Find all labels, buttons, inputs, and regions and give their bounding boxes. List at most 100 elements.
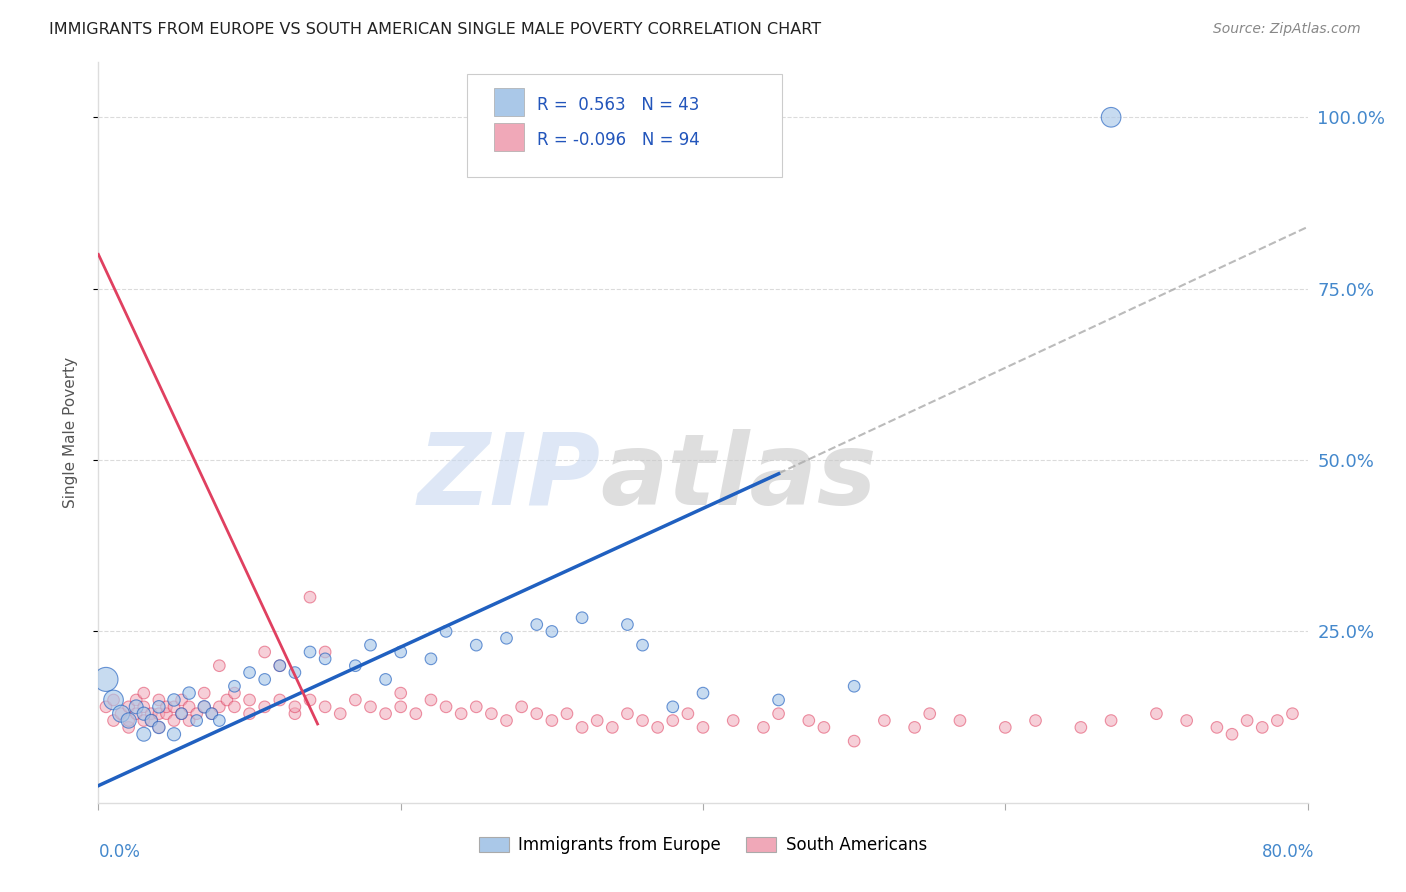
Point [132, 706, 155, 721]
Point [179, 714, 201, 728]
Point [844, 734, 866, 748]
Point [103, 693, 125, 707]
Text: atlas: atlas [600, 428, 877, 525]
Point [148, 720, 170, 734]
Point [495, 632, 517, 646]
Point [141, 706, 163, 721]
Text: IMMIGRANTS FROM EUROPE VS SOUTH AMERICAN SINGLE MALE POVERTY CORRELATION CHART: IMMIGRANTS FROM EUROPE VS SOUTH AMERICAN… [49, 22, 821, 37]
Point [253, 645, 276, 659]
Point [1175, 714, 1198, 728]
Point [141, 714, 163, 728]
Point [284, 706, 307, 721]
Point [389, 686, 412, 700]
Point [571, 610, 593, 624]
Point [103, 693, 125, 707]
Point [586, 714, 609, 728]
Point [179, 686, 201, 700]
Point [170, 706, 193, 721]
Point [631, 638, 654, 652]
Point [526, 706, 548, 721]
Point [344, 658, 367, 673]
Point [1024, 714, 1046, 728]
Point [904, 720, 927, 734]
Point [994, 720, 1017, 734]
Point [193, 686, 215, 700]
Point [314, 699, 336, 714]
Point [118, 699, 141, 714]
Point [186, 706, 208, 721]
FancyBboxPatch shape [467, 73, 782, 178]
Point [571, 720, 593, 734]
Point [132, 714, 155, 728]
Point [540, 714, 562, 728]
Point [374, 673, 396, 687]
Point [239, 693, 262, 707]
Point [555, 706, 578, 721]
Point [224, 679, 246, 693]
Legend: Immigrants from Europe, South Americans: Immigrants from Europe, South Americans [472, 830, 934, 861]
Point [148, 720, 170, 734]
Point [1206, 720, 1229, 734]
Point [155, 699, 177, 714]
Point [269, 693, 291, 707]
Point [201, 706, 224, 721]
Point [299, 693, 322, 707]
Point [269, 658, 291, 673]
Point [434, 699, 457, 714]
Text: 80.0%: 80.0% [1263, 843, 1315, 861]
Point [949, 714, 972, 728]
Point [405, 706, 427, 721]
Point [125, 699, 148, 714]
Point [125, 693, 148, 707]
Point [329, 706, 352, 721]
Point [526, 617, 548, 632]
Point [148, 693, 170, 707]
Point [132, 686, 155, 700]
Point [125, 706, 148, 721]
Point [374, 706, 396, 721]
Point [201, 706, 224, 721]
Point [193, 699, 215, 714]
Point [132, 699, 155, 714]
Point [616, 617, 638, 632]
Point [692, 686, 714, 700]
Point [193, 699, 215, 714]
Point [94, 699, 117, 714]
Point [918, 706, 941, 721]
Point [103, 714, 125, 728]
Point [1251, 720, 1274, 734]
Point [224, 686, 246, 700]
Point [844, 679, 866, 693]
Point [253, 699, 276, 714]
Text: R =  0.563   N = 43: R = 0.563 N = 43 [537, 95, 700, 114]
Text: ZIP: ZIP [418, 428, 600, 525]
Point [1099, 110, 1122, 124]
Point [284, 699, 307, 714]
Point [163, 727, 186, 741]
Point [94, 673, 117, 687]
Point [118, 714, 141, 728]
Text: Source: ZipAtlas.com: Source: ZipAtlas.com [1213, 22, 1361, 37]
Point [752, 720, 775, 734]
Point [155, 706, 177, 721]
FancyBboxPatch shape [494, 123, 524, 152]
Y-axis label: Single Male Poverty: Single Male Poverty [63, 357, 77, 508]
Point [723, 714, 745, 728]
Point [873, 714, 896, 728]
Point [692, 720, 714, 734]
Point [813, 720, 835, 734]
Point [186, 714, 208, 728]
Point [215, 693, 238, 707]
Point [1070, 720, 1092, 734]
Point [314, 652, 336, 666]
Point [314, 645, 336, 659]
Point [616, 706, 638, 721]
Text: 0.0%: 0.0% [98, 843, 141, 861]
FancyBboxPatch shape [494, 88, 524, 117]
Point [661, 699, 683, 714]
Point [1281, 706, 1303, 721]
Point [768, 706, 790, 721]
Point [1099, 714, 1122, 728]
Point [1236, 714, 1258, 728]
Point [208, 714, 231, 728]
